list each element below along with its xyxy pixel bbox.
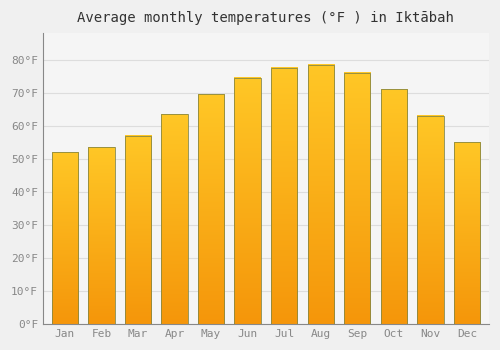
Bar	[198, 94, 224, 324]
Bar	[125, 136, 151, 324]
Bar	[52, 152, 78, 324]
Bar	[271, 68, 297, 324]
Bar	[308, 65, 334, 324]
Bar	[417, 116, 444, 324]
Bar	[88, 147, 115, 324]
Bar	[454, 142, 480, 324]
Bar	[344, 73, 370, 324]
Bar	[162, 114, 188, 324]
Bar	[234, 78, 261, 324]
Bar	[380, 89, 407, 324]
Title: Average monthly temperatures (°F ) in Iktābah: Average monthly temperatures (°F ) in Ik…	[78, 11, 454, 25]
